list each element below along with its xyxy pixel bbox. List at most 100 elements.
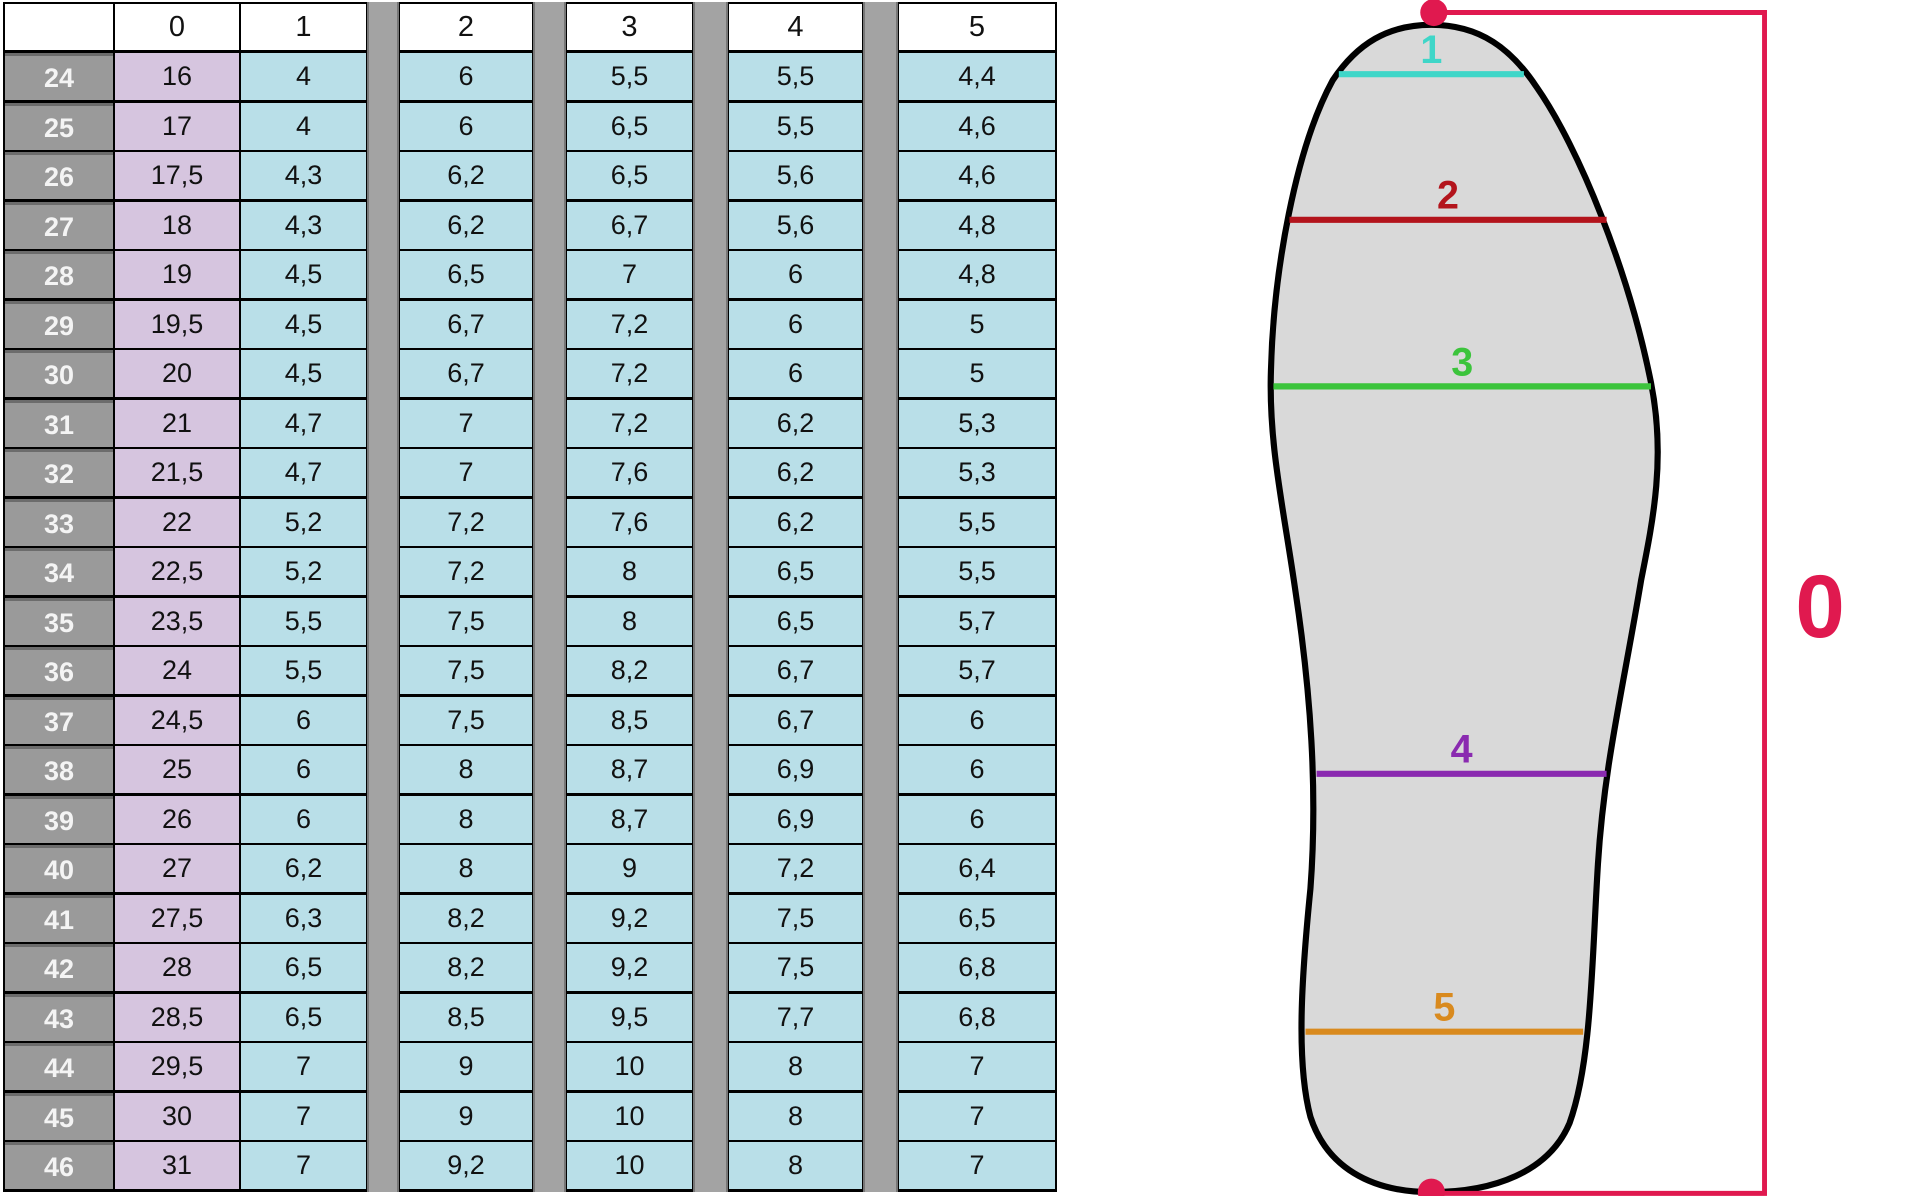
table-cell: 9 (567, 845, 692, 892)
row-size-label: 36 (5, 647, 113, 694)
table-cell: 7,5 (400, 598, 532, 645)
table-cell: 6,8 (899, 994, 1055, 1041)
row-size-label: 33 (5, 499, 113, 546)
table-cell: 6 (729, 251, 862, 298)
row-size-label: 31 (5, 400, 113, 447)
table-cell: 4,8 (899, 202, 1055, 249)
table-cell: 7,2 (400, 548, 532, 595)
table-cell: 25 (115, 746, 239, 793)
table-cell: 5,2 (241, 548, 366, 595)
table-cell: 6 (241, 746, 366, 793)
table-cell: 5,5 (729, 103, 862, 150)
table-cell: 6 (899, 697, 1055, 744)
table-cell: 18 (115, 202, 239, 249)
table-cell: 6,5 (567, 152, 692, 199)
table-cell: 6,5 (729, 598, 862, 645)
table-cell: 4,5 (241, 350, 366, 397)
table-cell: 7 (567, 251, 692, 298)
table-cell: 6,9 (729, 796, 862, 843)
table-cell: 6 (400, 53, 532, 100)
row-size-label: 43 (5, 994, 113, 1041)
table-cell: 24 (115, 647, 239, 694)
table-cell: 28 (115, 944, 239, 991)
corner-cell (5, 4, 113, 50)
table-cell: 19,5 (115, 301, 239, 348)
row-size-label: 41 (5, 895, 113, 942)
table-cell: 7 (241, 1043, 366, 1090)
table-cell: 23,5 (115, 598, 239, 645)
table-cell: 9 (400, 1043, 532, 1090)
column-header: 1 (241, 4, 366, 50)
table-cell: 6 (729, 350, 862, 397)
table-cell: 6,2 (241, 845, 366, 892)
table-cell: 7 (899, 1142, 1055, 1189)
table-cell: 6,5 (729, 548, 862, 595)
table-cell: 6,5 (241, 944, 366, 991)
length-label: 0 (1795, 557, 1844, 656)
row-size-label: 27 (5, 202, 113, 249)
table-cell: 4,8 (899, 251, 1055, 298)
table-cell: 4 (241, 103, 366, 150)
table-cell: 4,5 (241, 251, 366, 298)
table-cell: 7,2 (567, 400, 692, 447)
table-cell: 5,7 (899, 647, 1055, 694)
measure-label-3: 3 (1451, 340, 1473, 384)
column-separator (693, 2, 728, 1192)
table-cell: 4,4 (899, 53, 1055, 100)
table-cell: 6,2 (729, 499, 862, 546)
column-separator (533, 2, 566, 1192)
table-cell: 6 (241, 796, 366, 843)
table-cell: 21,5 (115, 449, 239, 496)
table-cell: 6 (899, 796, 1055, 843)
table-cell: 8,7 (567, 796, 692, 843)
table-cell: 5,5 (567, 53, 692, 100)
table-cell: 4,3 (241, 152, 366, 199)
table-cell: 7,6 (567, 449, 692, 496)
table-cell: 22 (115, 499, 239, 546)
table-cell: 7,7 (729, 994, 862, 1041)
table-cell: 16 (115, 53, 239, 100)
measure-label-2: 2 (1437, 174, 1459, 218)
table-cell: 7 (400, 400, 532, 447)
row-size-label: 40 (5, 845, 113, 892)
row-size-label: 38 (5, 746, 113, 793)
row-size-label: 30 (5, 350, 113, 397)
table-cell: 17,5 (115, 152, 239, 199)
table-cell: 9 (400, 1093, 532, 1140)
table-cell: 9,2 (567, 895, 692, 942)
length-end-dot (1417, 1178, 1445, 1196)
table-cell: 5,7 (899, 598, 1055, 645)
table-cell: 10 (567, 1043, 692, 1090)
table-cell: 5,6 (729, 152, 862, 199)
table-cell: 7,5 (400, 647, 532, 694)
column-header: 5 (899, 4, 1055, 50)
table-cell: 27,5 (115, 895, 239, 942)
table-cell: 8 (400, 796, 532, 843)
row-size-label: 35 (5, 598, 113, 645)
table-cell: 7,5 (729, 944, 862, 991)
table-cell: 30 (115, 1093, 239, 1140)
table-cell: 6,7 (729, 647, 862, 694)
table-cell: 7 (400, 449, 532, 496)
table-cell: 5,3 (899, 449, 1055, 496)
table-cell: 8 (400, 845, 532, 892)
table-cell: 20 (115, 350, 239, 397)
table-cell: 28,5 (115, 994, 239, 1041)
table-cell: 17 (115, 103, 239, 150)
table-cell: 6 (241, 697, 366, 744)
table-cell: 5 (899, 301, 1055, 348)
measure-label-5: 5 (1433, 986, 1455, 1030)
table-cell: 4,5 (241, 301, 366, 348)
table-cell: 8 (729, 1093, 862, 1140)
table-cell: 6 (899, 746, 1055, 793)
measure-label-4: 4 (1451, 728, 1473, 772)
table-cell: 6,5 (241, 994, 366, 1041)
table-cell: 7,2 (567, 301, 692, 348)
table-cell: 5,5 (241, 598, 366, 645)
table-cell: 6,5 (567, 103, 692, 150)
table-cell: 7 (241, 1093, 366, 1140)
column-separator (367, 2, 399, 1192)
column-header: 0 (115, 4, 239, 50)
table-cell: 10 (567, 1093, 692, 1140)
table-cell: 8 (400, 746, 532, 793)
